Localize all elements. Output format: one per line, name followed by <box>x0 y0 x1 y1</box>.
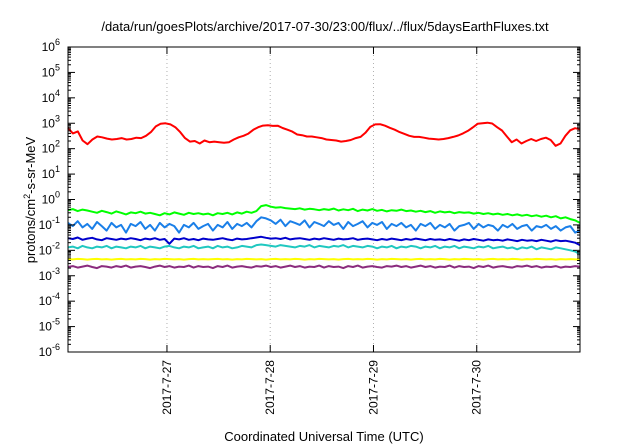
x-tick-labels: 2017-7-27 2017-7-28 2017-7-29 2017-7-30 <box>160 360 484 415</box>
series-line-2 <box>67 204 581 224</box>
y-tick-label: 103 <box>42 113 60 130</box>
series-line-6 <box>67 257 581 261</box>
y-tick-label: 105 <box>42 62 60 79</box>
series-line-5 <box>67 243 581 256</box>
chart-title: /data/run/goesPlots/archive/2017-07-30/2… <box>101 19 549 34</box>
y-tick-label: 101 <box>42 164 60 181</box>
y-tick-labels: 10-6 10-5 10-4 10-3 10-2 10-1 100 101 102 103 104 1… <box>39 37 60 359</box>
y-axis-label: protons/cm2-s-sr-MeV <box>22 136 38 263</box>
series-lines <box>67 121 581 270</box>
series-line-7 <box>67 264 581 270</box>
y-tick-label: 10-4 <box>39 291 60 308</box>
series-line-4 <box>67 235 581 246</box>
x-axis-label: Coordinated Universal Time (UTC) <box>224 429 423 444</box>
y-axis-label-pre: protons/cm <box>23 199 38 263</box>
y-tick-label: 10-2 <box>39 240 60 257</box>
y-tick-label: 10-6 <box>39 342 60 359</box>
y-tick-label: 10-1 <box>39 215 60 232</box>
series-line-3 <box>67 216 581 234</box>
y-tick-label: 10-5 <box>39 317 60 334</box>
y-tick-label: 104 <box>42 88 60 105</box>
x-tick-label: 2017-7-27 <box>160 360 174 415</box>
y-tick-label: 102 <box>42 139 60 156</box>
y-axis-label-sup: 2 <box>22 194 32 199</box>
y-tick-label: 100 <box>42 190 60 207</box>
y-tick-label: 106 <box>42 37 60 54</box>
grid-lines <box>166 47 478 352</box>
series-line-1 <box>67 121 581 147</box>
x-tick-label: 2017-7-30 <box>470 360 484 415</box>
y-tick-label: 10-3 <box>39 266 60 283</box>
plot-frame <box>67 46 581 353</box>
axis-ticks <box>68 46 580 353</box>
x-tick-label: 2017-7-29 <box>366 360 380 415</box>
x-tick-label: 2017-7-28 <box>263 360 277 415</box>
y-axis-label-post: -s-sr-MeV <box>23 136 38 193</box>
